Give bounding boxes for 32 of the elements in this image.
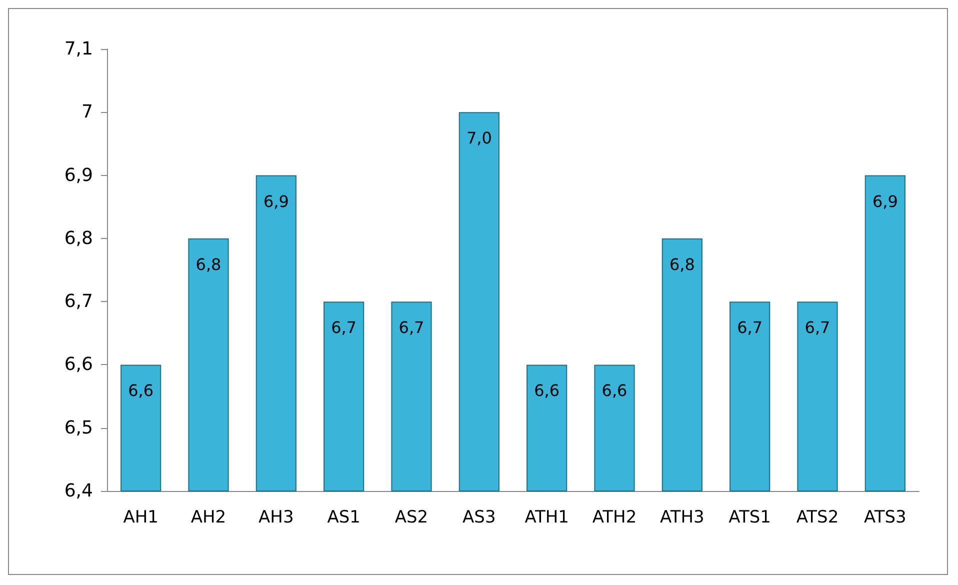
x-tick-label: ATS2 (796, 508, 839, 528)
y-tick-label: 6,8 (64, 228, 93, 249)
data-label: 6,8 (669, 254, 695, 274)
data-label: 6,7 (804, 318, 830, 338)
x-tick-label: ATS3 (864, 508, 906, 528)
x-tick-label: ATH2 (592, 508, 637, 528)
y-tick-label: 7,1 (64, 38, 93, 60)
data-label: 6,7 (398, 318, 424, 338)
x-tick-label: AH2 (190, 508, 226, 528)
data-label: 6,7 (737, 318, 763, 338)
data-label: 6,6 (534, 381, 560, 400)
x-tick-label: AH1 (123, 508, 158, 528)
x-tick-label: ATH1 (524, 508, 569, 528)
y-tick-label: 6,9 (64, 164, 93, 186)
y-tick-label: 6,7 (64, 291, 93, 312)
x-tick-label: ATH3 (660, 508, 704, 528)
data-label: 6,6 (602, 381, 628, 400)
x-tick-label: AS1 (327, 508, 360, 528)
data-label: 6,9 (872, 192, 898, 211)
data-label: 6,6 (128, 381, 154, 400)
x-tick-label: ATS1 (728, 508, 771, 528)
x-tick-label: AS3 (462, 508, 496, 528)
data-label: 6,9 (263, 192, 289, 211)
data-label: 6,7 (331, 318, 357, 338)
x-tick-label: AS2 (394, 508, 428, 528)
data-label: 7,0 (466, 128, 492, 148)
y-tick-label: 7 (82, 102, 93, 123)
y-tick-label: 6,4 (64, 480, 93, 502)
data-label: 6,8 (196, 254, 222, 274)
x-tick-label: AH3 (258, 508, 294, 528)
y-tick-label: 6,5 (64, 417, 93, 438)
y-tick-label: 6,6 (64, 354, 93, 376)
